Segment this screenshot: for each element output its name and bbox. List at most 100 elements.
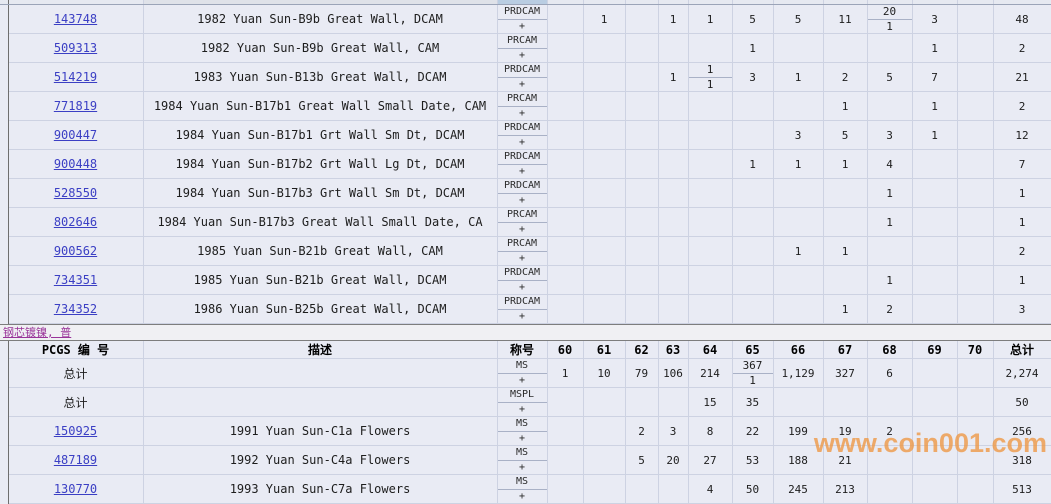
plus-grade-count: +	[497, 18, 546, 33]
grade-cell-68	[867, 33, 913, 63]
pcgs-number-link[interactable]: 150925	[53, 424, 98, 438]
pcgs-number-link[interactable]: 487189	[53, 453, 98, 467]
grade-cell-68	[867, 91, 913, 121]
left-gutter	[0, 294, 9, 324]
plus-grade-count: 1	[688, 76, 731, 91]
split-cell: MS +	[497, 359, 546, 387]
grade-cell-65: 35	[732, 387, 774, 417]
sliver-designation-cell	[497, 0, 548, 5]
pcgs-number-link[interactable]: 509313	[53, 41, 98, 55]
pcgs-number-cell[interactable]: 734352	[8, 294, 144, 324]
total-cell: 1	[993, 207, 1051, 237]
grade-cell-67: 1	[823, 149, 868, 179]
pcgs-number-cell[interactable]: 771819	[8, 91, 144, 121]
grade-cell-67: 5	[823, 120, 868, 150]
grade-cell-66: 1	[773, 62, 824, 92]
pcgs-number-cell[interactable]: 150925	[8, 416, 144, 446]
pcgs-number-link[interactable]: 802646	[53, 215, 98, 229]
designation-header: 称号	[497, 340, 548, 359]
designation-cell: PRDCAM +	[497, 265, 548, 295]
grade-cell-70	[957, 62, 994, 92]
grade-cell-67: 2	[823, 62, 868, 92]
pcgs-number-link[interactable]: 771819	[53, 99, 98, 113]
pcgs-number-link[interactable]: 143748	[53, 12, 98, 26]
grade-count: MS	[515, 447, 529, 459]
left-gutter	[0, 91, 9, 121]
pcgs-number-cell[interactable]: 487189	[8, 445, 144, 475]
plus-grade-count: +	[497, 250, 546, 265]
pcgs-number-cell[interactable]: 528550	[8, 178, 144, 208]
grade-cell-65: 5	[732, 4, 774, 34]
grade-cell-66: 199	[773, 416, 824, 446]
header-row: PCGS 编 号描述 称号 60 61 62 63 64 65 66 67 68 69 70 总计	[0, 340, 1051, 359]
grade-cell-64: 1	[688, 4, 733, 34]
plus-grade-count: +	[497, 430, 546, 445]
pcgs-number-cell[interactable]: 509313	[8, 33, 144, 63]
section-divider-link[interactable]: 钢芯镀镍, 普	[3, 326, 72, 339]
grade-cell-63	[658, 387, 689, 417]
grade-cell-61	[583, 416, 626, 446]
grade-count: MSPL	[509, 389, 535, 401]
pcgs-number-link[interactable]: 130770	[53, 482, 98, 496]
column-header-62: 62	[625, 340, 659, 359]
grade-cell-70	[957, 416, 994, 446]
grade-cell-69	[912, 358, 958, 388]
description-cell: 1984 Yuan Sun-B17b1 Great Wall Small Dat…	[143, 91, 498, 121]
grade-cell-70	[957, 294, 994, 324]
pcgs-number-cell[interactable]: 514219	[8, 62, 144, 92]
column-header-66: 66	[773, 340, 824, 359]
plus-grade-count: +	[497, 488, 546, 503]
grade-count: PRCAM	[506, 93, 538, 105]
grade-cell-65: 1	[732, 33, 774, 63]
pcgs-number-link[interactable]: 734352	[53, 302, 98, 316]
grade-cell-68: 20 1	[867, 4, 913, 34]
grade-cell-60	[547, 265, 584, 295]
grade-cell-64	[688, 207, 733, 237]
pcgs-number-cell[interactable]: 900562	[8, 236, 144, 266]
total-cell: 48	[993, 4, 1051, 34]
column-header-69: 69	[912, 340, 958, 359]
left-gutter	[0, 340, 9, 359]
grade-cell-70	[957, 178, 994, 208]
grade-cell-64	[688, 149, 733, 179]
total-header: 总计	[993, 340, 1051, 359]
grade-cell-60	[547, 62, 584, 92]
grade-cell-62: 2	[625, 416, 659, 446]
split-cell: PRDCAM +	[497, 5, 546, 33]
grade-cell-65	[732, 294, 774, 324]
pcgs-number-cell[interactable]: 802646	[8, 207, 144, 237]
grade-count: PRDCAM	[503, 296, 541, 308]
pcgs-number-link[interactable]: 528550	[53, 186, 98, 200]
pcgs-number-link[interactable]: 514219	[53, 70, 98, 84]
left-gutter	[0, 358, 9, 388]
left-gutter	[0, 149, 9, 179]
grade-cell-64	[688, 236, 733, 266]
grade-cell-60	[547, 416, 584, 446]
section-divider-cell: 钢芯镀镍, 普	[0, 323, 1051, 341]
plus-grade-count: 1	[867, 18, 911, 33]
pcgs-number-cell[interactable]: 143748	[8, 4, 144, 34]
pcgs-number-cell[interactable]: 900448	[8, 149, 144, 179]
column-header-68: 68	[867, 340, 913, 359]
grade-cell-70	[957, 358, 994, 388]
grade-count: PRCAM	[506, 35, 538, 47]
grade-cell-68: 3	[867, 120, 913, 150]
sliver-pcgs-cell	[8, 0, 144, 5]
grade-cell-62	[625, 387, 659, 417]
pcgs-number-cell[interactable]: 900447	[8, 120, 144, 150]
sliver-grade-cell-64	[688, 0, 733, 5]
description-cell: 1984 Yuan Sun-B17b1 Grt Wall Sm Dt, DCAM	[143, 120, 498, 150]
split-cell: PRDCAM +	[497, 295, 546, 323]
designation-cell: MSPL +	[497, 387, 548, 417]
pcgs-number-link[interactable]: 900448	[53, 157, 98, 171]
pcgs-number-link[interactable]: 900447	[53, 128, 98, 142]
designation-cell: PRDCAM +	[497, 178, 548, 208]
grade-cell-60	[547, 387, 584, 417]
pcgs-number-cell[interactable]: 734351	[8, 265, 144, 295]
pcgs-number-link[interactable]: 734351	[53, 273, 98, 287]
total-cell: 1	[993, 265, 1051, 295]
pcgs-number-link[interactable]: 900562	[53, 244, 98, 258]
column-header-63: 63	[658, 340, 689, 359]
split-cell: PRCAM +	[497, 92, 546, 120]
